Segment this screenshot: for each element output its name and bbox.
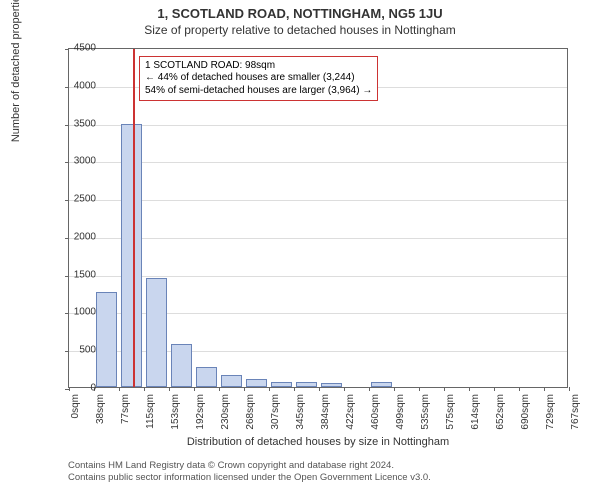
xtick-mark bbox=[494, 387, 495, 391]
ytick-label: 1000 bbox=[56, 307, 96, 318]
chart-title: 1, SCOTLAND ROAD, NOTTINGHAM, NG5 1JU bbox=[0, 0, 600, 21]
xtick-label: 499sqm bbox=[395, 394, 406, 434]
bar bbox=[96, 292, 117, 387]
chart-container: 1, SCOTLAND ROAD, NOTTINGHAM, NG5 1JU Si… bbox=[0, 0, 600, 500]
x-axis-label: Distribution of detached houses by size … bbox=[68, 436, 568, 448]
ytick-label: 4500 bbox=[56, 43, 96, 54]
annotation-box: 1 SCOTLAND ROAD: 98sqm← 44% of detached … bbox=[139, 56, 378, 102]
ytick-label: 3500 bbox=[56, 118, 96, 129]
xtick-mark bbox=[219, 387, 220, 391]
xtick-label: 652sqm bbox=[495, 394, 506, 434]
xtick-label: 0sqm bbox=[70, 394, 81, 434]
bar bbox=[171, 344, 192, 387]
attribution-line-1: Contains HM Land Registry data © Crown c… bbox=[68, 460, 431, 472]
xtick-mark bbox=[394, 387, 395, 391]
xtick-label: 192sqm bbox=[195, 394, 206, 434]
bar bbox=[146, 278, 167, 387]
plot-area: 1 SCOTLAND ROAD: 98sqm← 44% of detached … bbox=[68, 48, 568, 388]
ytick-label: 1500 bbox=[56, 269, 96, 280]
xtick-mark bbox=[344, 387, 345, 391]
annotation-line: 1 SCOTLAND ROAD: 98sqm bbox=[145, 60, 372, 73]
ytick-label: 2000 bbox=[56, 231, 96, 242]
xtick-mark bbox=[244, 387, 245, 391]
reference-line bbox=[133, 49, 135, 387]
xtick-label: 422sqm bbox=[345, 394, 356, 434]
xtick-mark bbox=[369, 387, 370, 391]
xtick-mark bbox=[269, 387, 270, 391]
bar bbox=[221, 375, 242, 387]
xtick-label: 767sqm bbox=[570, 394, 581, 434]
annotation-line: 54% of semi-detached houses are larger (… bbox=[145, 85, 372, 98]
bar bbox=[196, 367, 217, 387]
xtick-mark bbox=[469, 387, 470, 391]
xtick-label: 535sqm bbox=[420, 394, 431, 434]
xtick-label: 690sqm bbox=[520, 394, 531, 434]
xtick-label: 345sqm bbox=[295, 394, 306, 434]
xtick-label: 729sqm bbox=[545, 394, 556, 434]
gridline bbox=[69, 162, 567, 163]
gridline bbox=[69, 351, 567, 352]
xtick-label: 115sqm bbox=[145, 394, 156, 434]
bar bbox=[271, 382, 292, 387]
y-axis-label: Number of detached properties bbox=[10, 0, 22, 142]
ytick-label: 500 bbox=[56, 345, 96, 356]
gridline bbox=[69, 276, 567, 277]
annotation-line: ← 44% of detached houses are smaller (3,… bbox=[145, 72, 372, 85]
attribution-line-2: Contains public sector information licen… bbox=[68, 472, 431, 484]
bar bbox=[296, 382, 317, 387]
bar bbox=[321, 383, 342, 387]
xtick-mark bbox=[169, 387, 170, 391]
gridline bbox=[69, 125, 567, 126]
ytick-label: 2500 bbox=[56, 194, 96, 205]
gridline bbox=[69, 238, 567, 239]
xtick-label: 307sqm bbox=[270, 394, 281, 434]
xtick-label: 384sqm bbox=[320, 394, 331, 434]
xtick-mark bbox=[194, 387, 195, 391]
xtick-mark bbox=[544, 387, 545, 391]
xtick-mark bbox=[444, 387, 445, 391]
ytick-label: 4000 bbox=[56, 80, 96, 91]
xtick-label: 77sqm bbox=[120, 394, 131, 434]
xtick-label: 153sqm bbox=[170, 394, 181, 434]
xtick-mark bbox=[419, 387, 420, 391]
gridline bbox=[69, 313, 567, 314]
gridline bbox=[69, 200, 567, 201]
bar bbox=[121, 124, 142, 387]
xtick-label: 614sqm bbox=[470, 394, 481, 434]
xtick-label: 460sqm bbox=[370, 394, 381, 434]
xtick-mark bbox=[519, 387, 520, 391]
bar bbox=[246, 379, 267, 387]
xtick-mark bbox=[319, 387, 320, 391]
ytick-label: 3000 bbox=[56, 156, 96, 167]
xtick-mark bbox=[294, 387, 295, 391]
chart-subtitle: Size of property relative to detached ho… bbox=[0, 21, 600, 37]
xtick-label: 230sqm bbox=[220, 394, 231, 434]
bar bbox=[371, 382, 392, 387]
xtick-mark bbox=[119, 387, 120, 391]
ytick-label: 0 bbox=[56, 383, 96, 394]
xtick-mark bbox=[569, 387, 570, 391]
xtick-label: 38sqm bbox=[95, 394, 106, 434]
attribution-text: Contains HM Land Registry data © Crown c… bbox=[68, 460, 431, 485]
xtick-mark bbox=[144, 387, 145, 391]
xtick-label: 575sqm bbox=[445, 394, 456, 434]
xtick-label: 268sqm bbox=[245, 394, 256, 434]
